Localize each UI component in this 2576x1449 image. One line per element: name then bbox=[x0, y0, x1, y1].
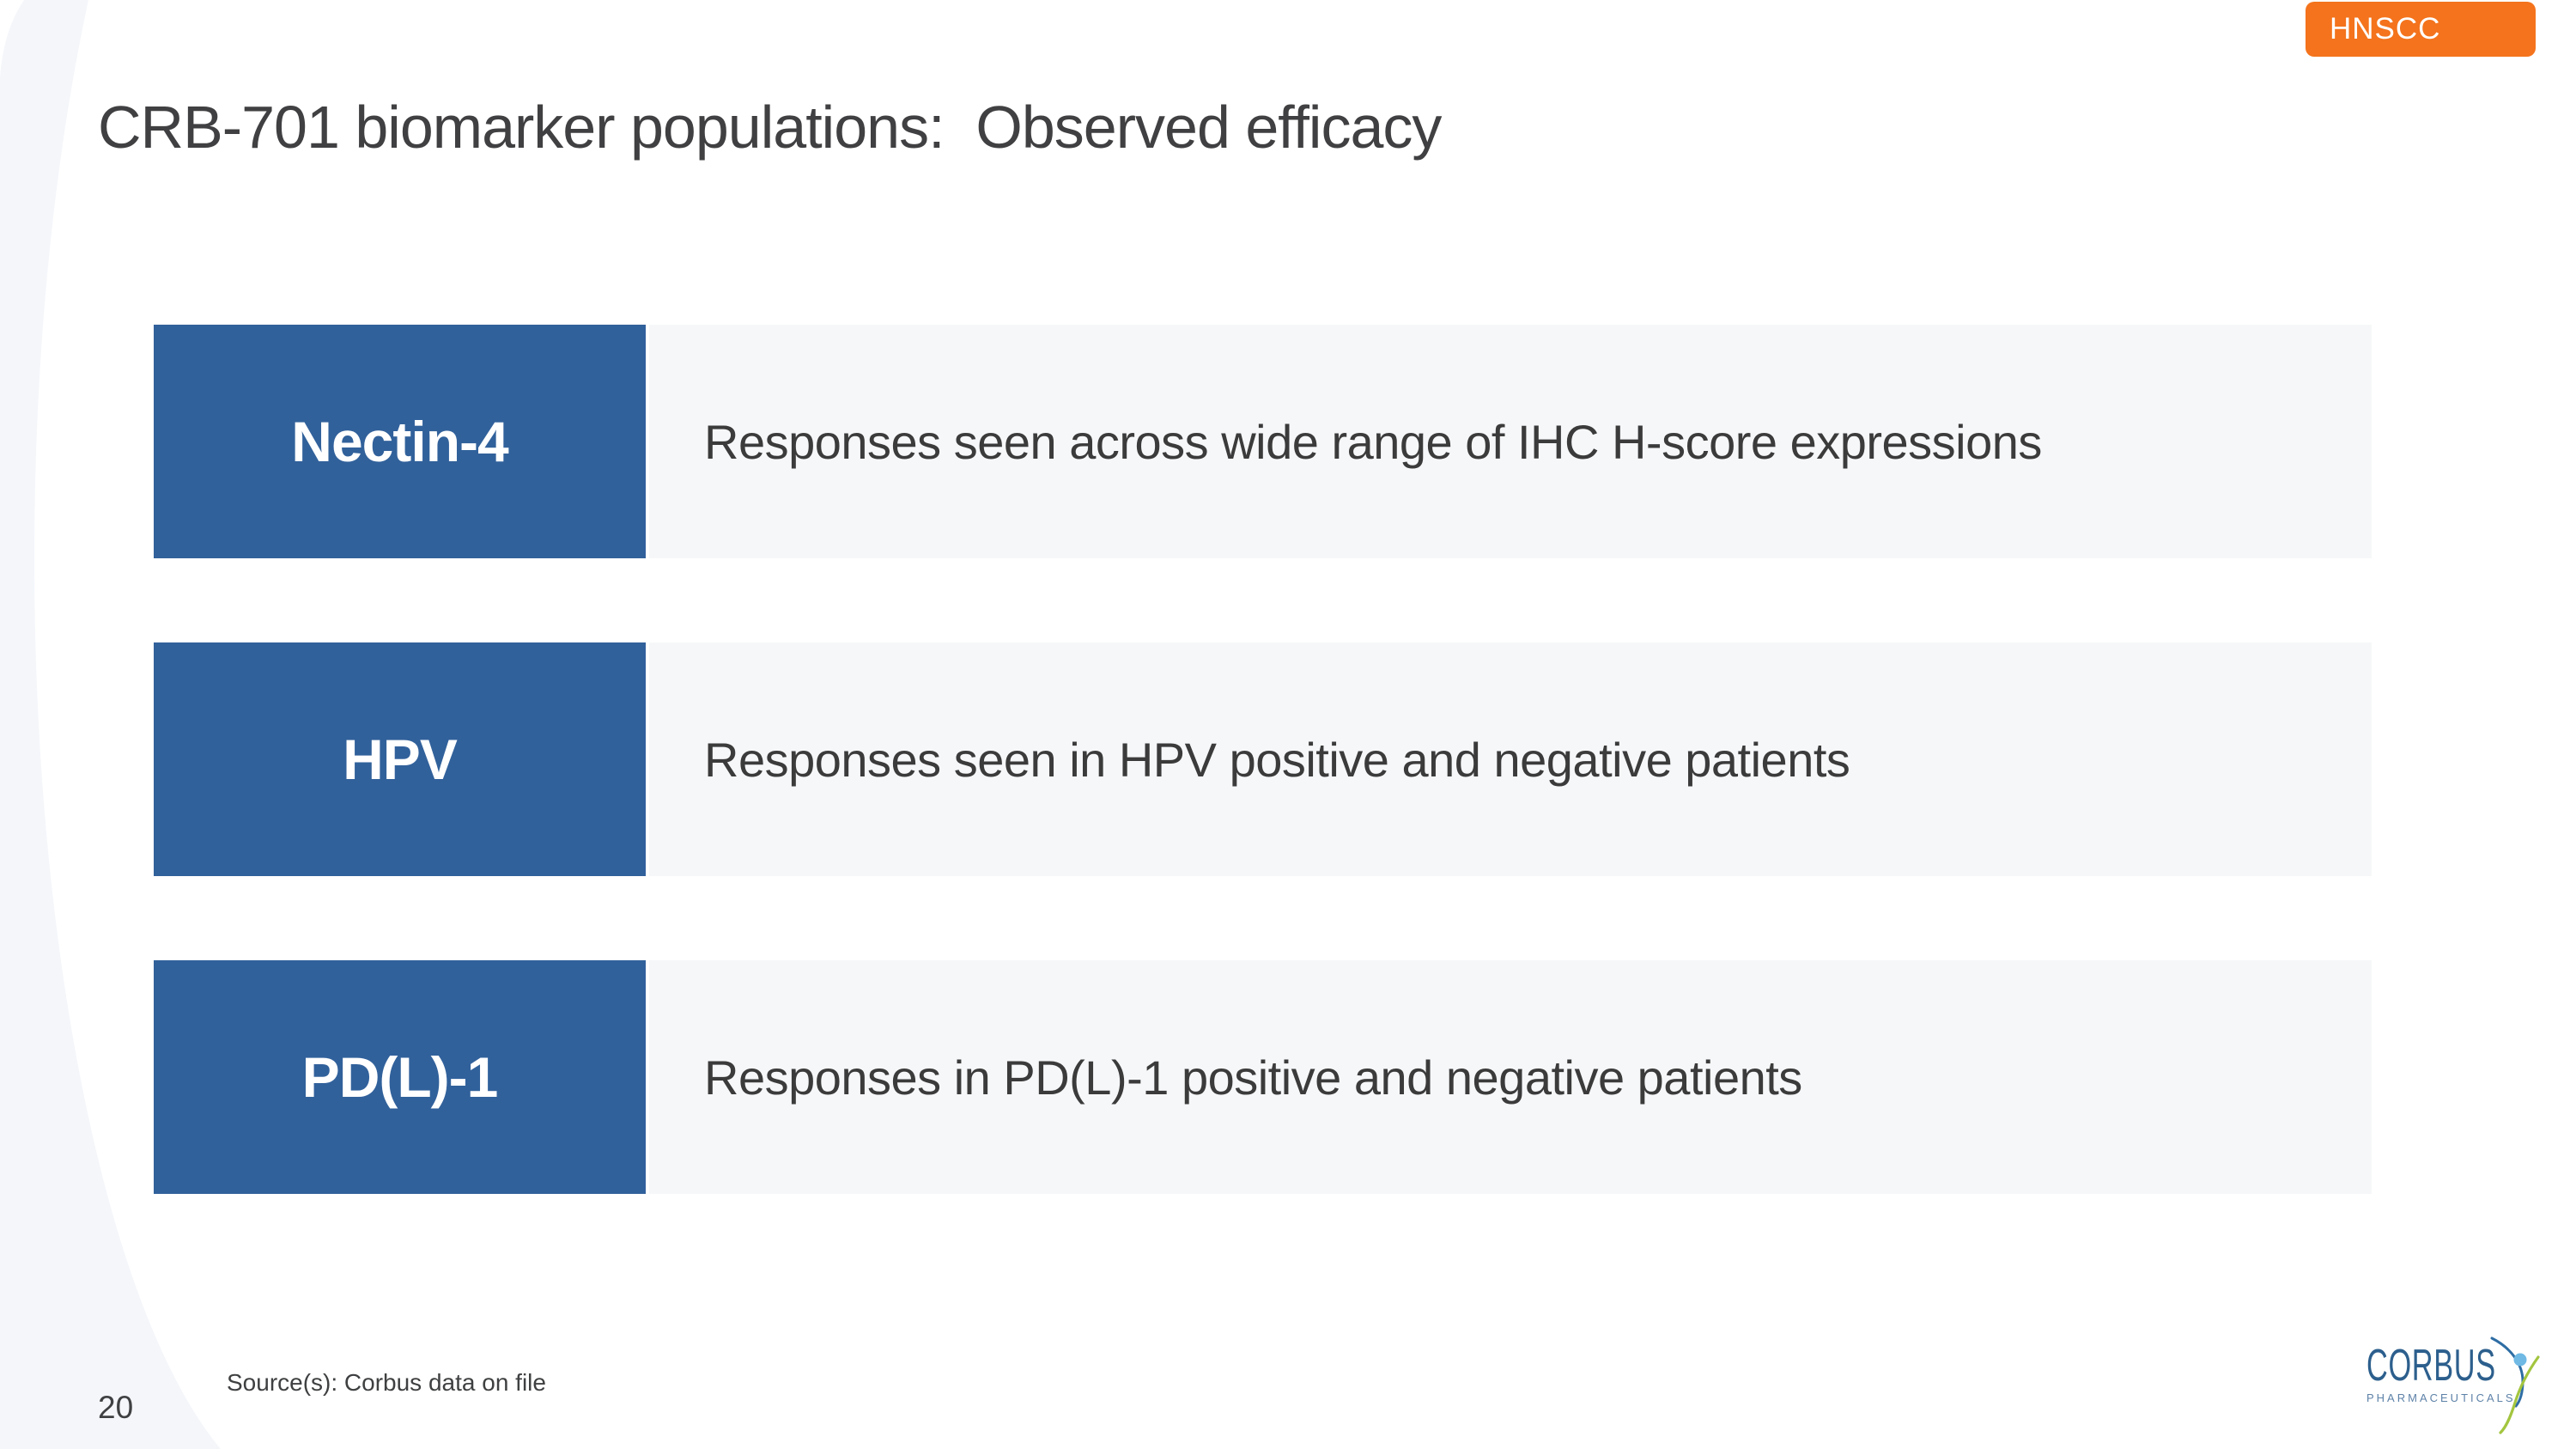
biomarker-row-nectin4: Nectin-4 Responses seen across wide rang… bbox=[154, 325, 2372, 558]
hnscc-badge: HNSCC bbox=[2306, 2, 2536, 57]
logo-wordmark: CORBUS bbox=[2366, 1341, 2496, 1391]
logo-subtitle: PHARMACEUTICALS bbox=[2366, 1391, 2516, 1404]
row-description-panel: Responses seen in HPV positive and negat… bbox=[649, 642, 2372, 876]
hnscc-badge-label: HNSCC bbox=[2330, 12, 2441, 46]
biomarker-row-pdl1: PD(L)-1 Responses in PD(L)-1 positive an… bbox=[154, 960, 2372, 1194]
row-label-box: PD(L)-1 bbox=[154, 960, 646, 1194]
corbus-logo: CORBUS PHARMACEUTICALS bbox=[2366, 1336, 2564, 1445]
row-label-box: HPV bbox=[154, 642, 646, 876]
row-description: Responses seen across wide range of IHC … bbox=[704, 414, 2042, 469]
row-label: HPV bbox=[343, 728, 458, 791]
row-description: Responses seen in HPV positive and negat… bbox=[704, 732, 1850, 787]
row-label-box: Nectin-4 bbox=[154, 325, 646, 558]
page-number: 20 bbox=[98, 1390, 134, 1425]
row-description-panel: Responses in PD(L)-1 positive and negati… bbox=[649, 960, 2372, 1194]
biomarker-row-hpv: HPV Responses seen in HPV positive and n… bbox=[154, 642, 2372, 876]
row-label: PD(L)-1 bbox=[301, 1045, 499, 1109]
page-title: CRB-701 biomarker populations: Observed … bbox=[98, 94, 1442, 161]
source-note: Source(s): Corbus data on file bbox=[227, 1369, 546, 1396]
corbus-figure-icon bbox=[2490, 1336, 2540, 1434]
row-description: Responses in PD(L)-1 positive and negati… bbox=[704, 1050, 1802, 1105]
row-description-panel: Responses seen across wide range of IHC … bbox=[649, 325, 2372, 558]
row-label: Nectin-4 bbox=[291, 410, 508, 473]
